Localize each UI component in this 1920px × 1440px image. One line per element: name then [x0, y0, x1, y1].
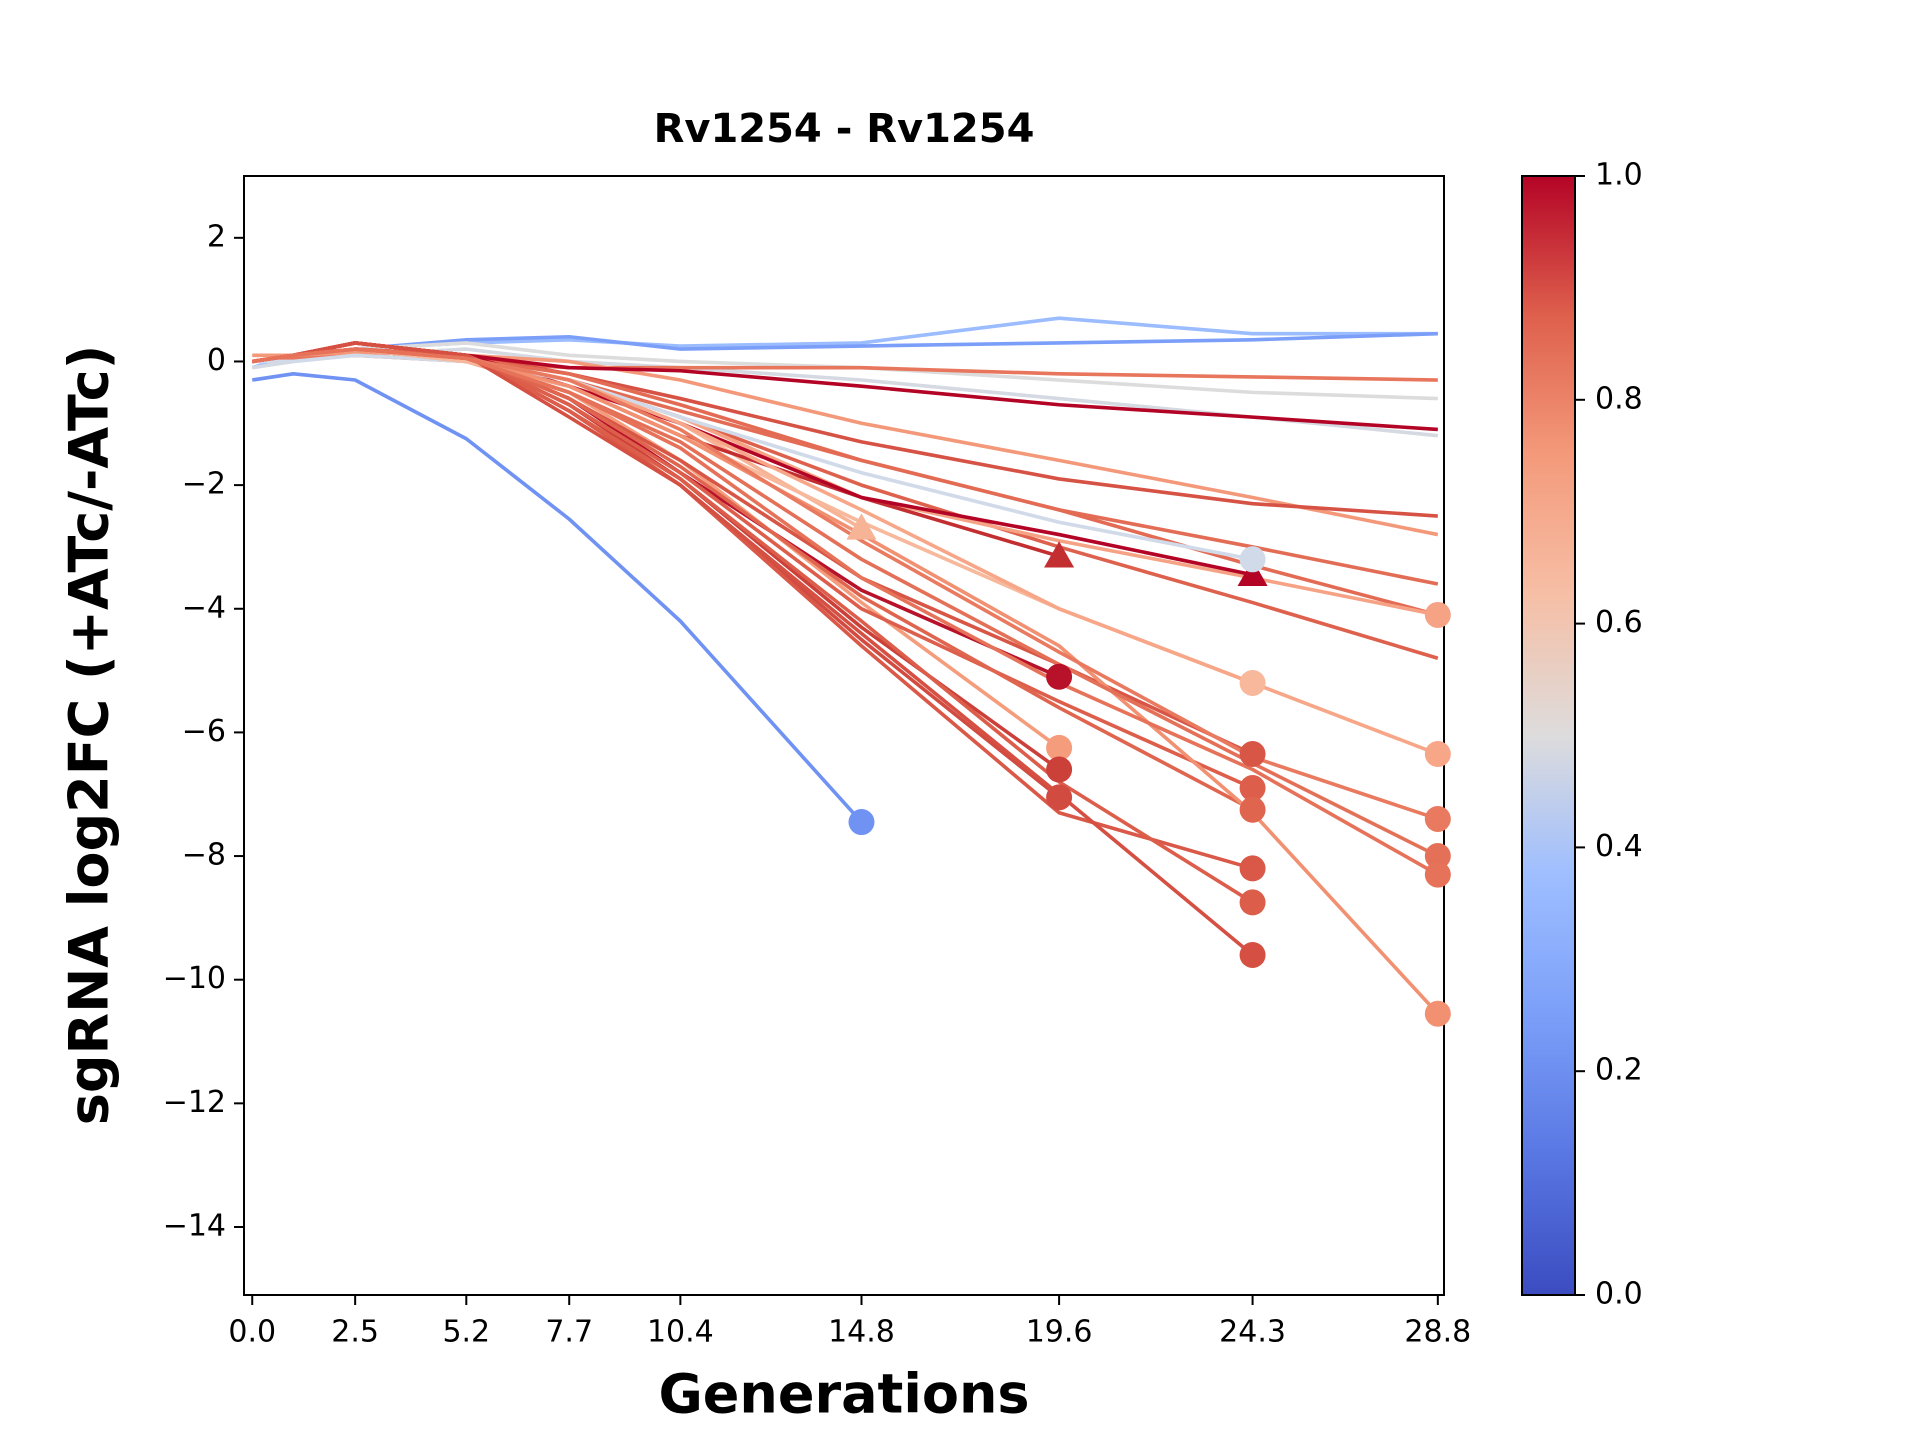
x-axis-label: Generations	[658, 1363, 1029, 1426]
colorbar-tick-label: 0.6	[1595, 605, 1643, 640]
y-tick-label: −2	[182, 467, 226, 502]
x-tick-label: 0.0	[228, 1315, 276, 1350]
x-tick-label: 2.5	[331, 1315, 379, 1350]
end-marker	[1239, 546, 1266, 573]
end-marker	[1424, 1000, 1451, 1027]
end-marker	[1046, 734, 1073, 761]
series-line	[251, 372, 863, 824]
end-marker	[1237, 559, 1268, 587]
x-tick-label: 7.7	[545, 1315, 593, 1350]
x-tick-label: 19.6	[1026, 1315, 1093, 1350]
end-marker	[1046, 663, 1073, 690]
plot-area	[251, 316, 1440, 1015]
x-tick-label: 28.8	[1404, 1315, 1471, 1350]
end-marker	[1239, 889, 1266, 916]
y-tick-label: −4	[182, 590, 226, 625]
end-marker	[1046, 756, 1073, 783]
y-tick-label: −6	[182, 714, 226, 749]
series-line	[251, 341, 1254, 957]
end-marker	[1424, 601, 1451, 628]
end-marker	[1239, 775, 1266, 802]
colorbar-tick-label: 0.2	[1595, 1053, 1643, 1088]
end-marker	[1044, 541, 1075, 568]
y-tick-label: −12	[163, 1085, 226, 1120]
x-tick-label: 14.8	[828, 1315, 895, 1350]
end-marker	[1239, 669, 1266, 696]
end-marker	[1239, 796, 1266, 823]
y-tick-label: −10	[163, 961, 226, 996]
y-tick-label: 0	[207, 343, 226, 378]
end-marker	[1239, 941, 1266, 968]
series-line	[251, 341, 1061, 799]
plot-frame	[243, 175, 1445, 1296]
colorbar-tick-label: 0.8	[1595, 381, 1643, 416]
end-marker	[1239, 741, 1266, 768]
y-tick-label: −8	[182, 838, 226, 873]
x-tick-label: 5.2	[442, 1315, 490, 1350]
x-tick-label: 10.4	[647, 1315, 714, 1350]
end-marker	[848, 809, 875, 836]
colorbar-tick-label: 0.4	[1595, 829, 1643, 864]
y-tick-label: −14	[163, 1208, 226, 1243]
end-marker	[1046, 784, 1073, 811]
end-marker	[846, 513, 877, 540]
chart-title: Rv1254 - Rv1254	[654, 106, 1035, 152]
end-marker	[1424, 805, 1451, 832]
y-axis-label: sgRNA log2FC (+ATc/-ATc)	[58, 345, 121, 1126]
series-line	[251, 341, 1254, 790]
colorbar-tick-label: 1.0	[1595, 158, 1643, 193]
series-line	[251, 347, 1254, 812]
x-tick-label: 24.3	[1219, 1315, 1286, 1350]
colorbar	[1521, 175, 1576, 1296]
colorbar-tick-label: 0.0	[1595, 1277, 1643, 1312]
y-tick-label: 2	[207, 219, 226, 254]
series-line	[251, 341, 1254, 871]
end-marker	[1424, 861, 1451, 888]
end-marker	[1424, 741, 1451, 768]
series-line	[251, 347, 1439, 877]
end-marker	[1239, 855, 1266, 882]
end-marker	[1424, 843, 1451, 870]
